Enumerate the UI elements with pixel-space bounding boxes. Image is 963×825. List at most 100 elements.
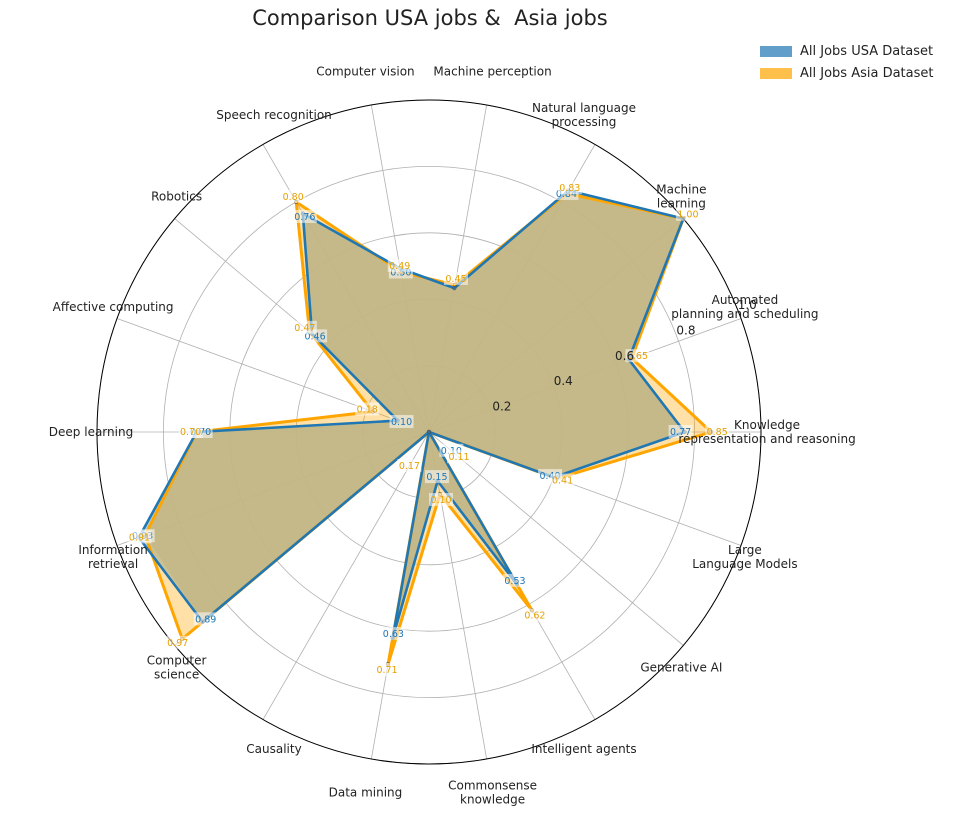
category-label-8: Affective computing [53, 300, 174, 314]
data-label-bg-1-1 [625, 349, 650, 363]
category-label-line: Machine perception [433, 65, 551, 79]
radial-tick-3: 0.8 [676, 323, 695, 337]
data-label-bg-1-0 [705, 425, 730, 438]
data-label-0-11: 0.89 [195, 614, 216, 625]
radial-tick-1: 0.4 [554, 374, 573, 388]
category-label-line: knowledge [460, 792, 525, 806]
category-label-17: Large Language Models [692, 543, 797, 571]
data-label-0-14: 0.15 [426, 472, 447, 483]
data-label-0-6: 0.76 [294, 212, 315, 223]
data-label-1-5: 0.49 [389, 261, 410, 272]
data-label-bg-1-4 [443, 271, 468, 285]
data-label-bg-0-0 [668, 425, 693, 438]
category-label-line: Computer [147, 653, 207, 667]
data-label-bg-1-17 [550, 473, 575, 487]
data-label-bg-0-6 [292, 209, 317, 223]
category-label-line: Automated [712, 293, 779, 307]
data-label-1-13: 0.71 [376, 665, 397, 676]
data-label-bg-1-6 [281, 189, 306, 203]
data-label-1-16: 0.11 [448, 452, 469, 463]
data-label-bg-1-3 [557, 181, 582, 195]
category-label-line: processing [552, 115, 617, 129]
spoke-16 [428, 431, 684, 646]
category-label-5: Computer vision [316, 65, 414, 79]
data-label-0-15: 0.53 [504, 576, 525, 587]
data-label-1-15: 0.62 [524, 610, 545, 621]
category-label-15: Intelligent agents [531, 742, 636, 756]
data-label-bg-0-14 [424, 470, 449, 484]
legend-item-asia: All Jobs Asia Dataset [760, 62, 933, 84]
radial-tick-4: 1.0 [738, 298, 757, 312]
chart-title: Comparison USA jobs & Asia jobs [252, 6, 608, 30]
data-label-bg-1-9 [178, 425, 203, 438]
data-label-0-7: 0.46 [304, 331, 325, 342]
category-label-line: retrieval [88, 557, 138, 571]
category-label-line: Affective computing [53, 300, 174, 314]
category-label-9: Deep learning [49, 425, 133, 439]
radial-tick-2: 0.6 [615, 349, 634, 363]
category-label-line: Robotics [151, 190, 202, 204]
legend-swatch-asia [760, 67, 792, 79]
category-label-3: Natural language processing [532, 101, 636, 129]
data-label-0-17: 0.40 [539, 471, 560, 482]
category-label-line: Natural language [532, 101, 636, 115]
category-label-line: science [154, 667, 199, 681]
data-label-0-0: 0.77 [670, 427, 691, 438]
data-label-1-14: 0.10 [430, 495, 451, 506]
legend-label-asia: All Jobs Asia Dataset [800, 65, 934, 81]
category-label-line: Intelligent agents [531, 742, 636, 756]
data-label-1-3: 0.83 [559, 183, 580, 194]
legend-swatch-usa [760, 45, 792, 57]
category-label-line: representation and reasoning [678, 432, 855, 446]
category-label-line: Information [78, 543, 147, 557]
category-label-line: Data mining [329, 785, 403, 799]
legend-item-usa: All Jobs USA Dataset [760, 40, 933, 62]
category-label-line: learning [657, 197, 706, 211]
data-label-bg-1-11 [165, 635, 190, 649]
data-label-bg-1-16 [447, 450, 472, 464]
category-label-7: Robotics [151, 190, 202, 204]
data-label-1-12: 0.17 [399, 461, 420, 472]
category-label-16: Generative AI [640, 660, 722, 674]
category-label-line: Language Models [692, 557, 797, 571]
category-label-line: Commonsense [448, 778, 537, 792]
data-label-bg-1-7 [292, 320, 317, 334]
category-label-6: Speech recognition [216, 108, 332, 122]
data-label-bg-1-13 [375, 663, 400, 677]
data-label-0-13: 0.63 [383, 629, 404, 640]
category-label-line: Generative AI [640, 660, 722, 674]
data-label-1-9: 0.70 [180, 427, 201, 438]
data-label-bg-1-14 [428, 493, 453, 507]
legend-label-usa: All Jobs USA Dataset [800, 43, 934, 59]
category-label-line: planning and scheduling [671, 307, 818, 321]
category-label-14: Commonsense knowledge [448, 778, 537, 806]
data-label-bg-0-15 [502, 573, 527, 587]
data-label-bg-1-8 [355, 402, 380, 416]
data-label-bg-1-5 [387, 258, 412, 272]
data-label-1-10: 0.91 [129, 532, 150, 543]
data-label-bg-0-8 [389, 415, 414, 429]
data-label-bg-0-11 [193, 612, 218, 626]
data-label-bg-1-12 [397, 458, 422, 472]
data-label-bg-1-10 [127, 530, 152, 544]
data-label-1-4: 0.45 [445, 274, 466, 285]
category-label-line: Machine [656, 183, 706, 197]
category-label-13: Data mining [329, 785, 403, 799]
data-label-0-8: 0.10 [391, 417, 412, 428]
category-label-line: Deep learning [49, 425, 133, 439]
data-label-1-11: 0.97 [167, 638, 188, 649]
point-1-16 [426, 429, 432, 435]
data-label-0-5: 0.50 [390, 267, 411, 278]
data-label-1-6: 0.80 [283, 192, 304, 203]
category-label-2: Machine learning [656, 183, 706, 211]
radial-tick-0: 0.2 [492, 400, 511, 414]
data-label-1-2: 1.00 [677, 210, 698, 221]
data-label-bg-1-15 [522, 608, 547, 622]
data-label-1-7: 0.47 [294, 323, 315, 334]
category-label-12: Causality [246, 742, 301, 756]
overlap-fill [145, 193, 685, 638]
data-label-bg-1-2 [675, 207, 700, 221]
data-label-1-1: 0.65 [627, 351, 648, 362]
category-label-0: Knowledge representation and reasoning [678, 418, 855, 446]
